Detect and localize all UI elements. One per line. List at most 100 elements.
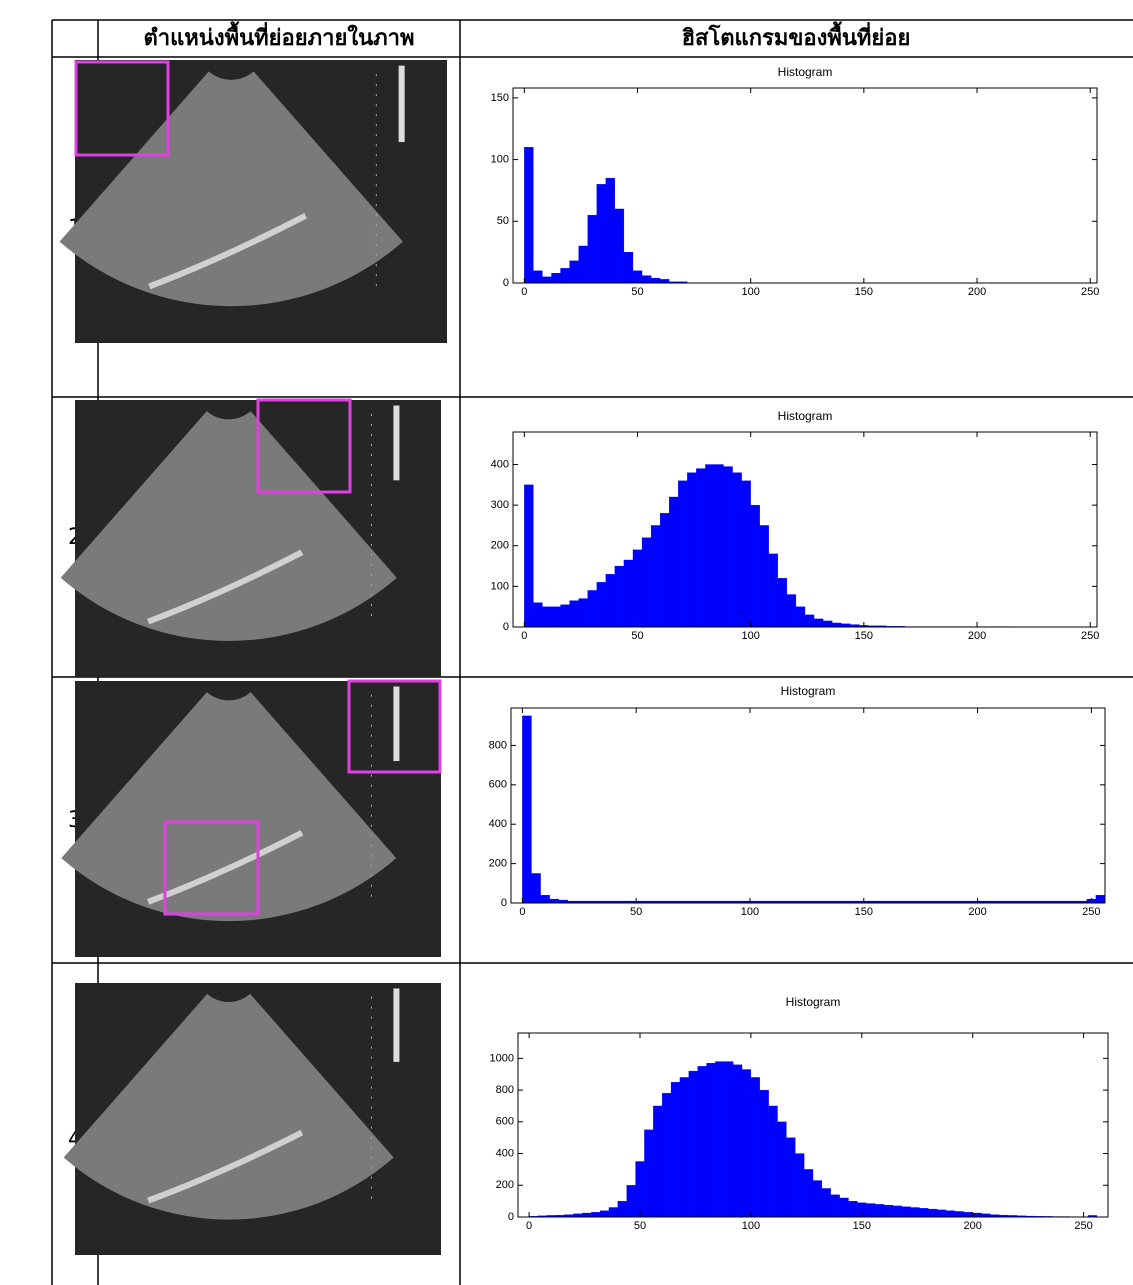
- bar: [945, 1210, 956, 1217]
- bar: [533, 270, 543, 283]
- y-tick-label: 50: [497, 215, 509, 227]
- bar: [617, 1200, 627, 1217]
- bar: [560, 604, 570, 627]
- scan-sector: [63, 993, 394, 1220]
- bar: [679, 1077, 689, 1217]
- bar: [741, 480, 751, 627]
- bar: [687, 472, 697, 627]
- bar: [972, 1212, 982, 1217]
- bar: [866, 1203, 876, 1217]
- plot-frame: [510, 707, 1106, 904]
- bar: [813, 618, 824, 627]
- depth-scale: [393, 405, 400, 481]
- bar: [540, 894, 550, 903]
- bars: [524, 147, 688, 283]
- y-tick-label: 200: [496, 1179, 514, 1191]
- y-tick-label: 400: [496, 1147, 514, 1159]
- chart-title: Histogram: [781, 684, 836, 698]
- bar: [569, 600, 579, 627]
- bar: [614, 208, 625, 283]
- bar: [910, 1207, 920, 1217]
- region-box: [74, 60, 170, 157]
- scan-sector: [59, 71, 403, 307]
- bar: [542, 276, 552, 283]
- ultrasound-image: [63, 820, 441, 1255]
- bar: [591, 1212, 601, 1217]
- depth-scale: [393, 686, 400, 762]
- bar: [937, 1209, 947, 1217]
- x-tick-label: 0: [526, 1220, 532, 1232]
- bar: [608, 1207, 618, 1217]
- ultrasound-image: [61, 679, 442, 957]
- bar: [795, 1153, 805, 1217]
- scan-sector: [61, 692, 397, 922]
- ultrasound-image: [59, 60, 447, 343]
- bar: [759, 1089, 769, 1217]
- bar: [732, 472, 742, 627]
- scan-sector: [60, 411, 397, 641]
- x-tick-label: 50: [631, 286, 643, 298]
- x-tick-label: 150: [855, 630, 873, 642]
- plot-frame: [512, 87, 1098, 284]
- bar: [715, 1061, 725, 1217]
- bar: [522, 715, 532, 903]
- bar: [812, 1180, 823, 1217]
- region-box: [163, 820, 260, 916]
- bar: [928, 1208, 938, 1217]
- bar: [626, 1185, 636, 1217]
- bars: [522, 715, 1105, 903]
- x-tick-label: 150: [855, 286, 873, 298]
- x-tick-label: 100: [742, 1220, 760, 1232]
- bar: [669, 496, 679, 627]
- y-tick-label: 0: [508, 1211, 514, 1223]
- ultrasound-image: [60, 398, 441, 677]
- x-tick-label: 150: [853, 1220, 871, 1232]
- bar: [531, 873, 541, 903]
- x-tick-label: 200: [968, 906, 986, 918]
- bar: [582, 1212, 592, 1217]
- y-tick-label: 600: [489, 779, 507, 791]
- x-tick-label: 250: [1081, 286, 1099, 298]
- bar: [549, 898, 559, 903]
- y-tick-label: 800: [496, 1084, 514, 1096]
- bar: [733, 1064, 743, 1217]
- depth-scale: [393, 988, 400, 1062]
- column-header: ตำแหน่งพื้นที่ย่อยภายในภาพ: [143, 21, 414, 51]
- y-tick-label: 0: [501, 897, 507, 909]
- bar: [587, 214, 597, 283]
- bar: [786, 1137, 796, 1217]
- y-tick-label: 1000: [490, 1052, 514, 1064]
- bar: [578, 598, 588, 627]
- bar: [524, 147, 534, 283]
- x-tick-label: 250: [1074, 1220, 1092, 1232]
- bar: [587, 590, 597, 627]
- x-tick-label: 100: [741, 906, 759, 918]
- bar: [1087, 1215, 1098, 1217]
- y-tick-label: 100: [491, 153, 509, 165]
- bar: [768, 553, 778, 627]
- liver-edge: [148, 212, 308, 290]
- bar: [688, 1070, 698, 1217]
- bar: [777, 578, 788, 627]
- bar: [632, 549, 643, 627]
- chart-title: Histogram: [786, 995, 841, 1009]
- bar: [653, 1105, 663, 1217]
- region-box: [256, 398, 352, 494]
- bar: [804, 614, 815, 627]
- bar: [822, 620, 833, 627]
- bar: [705, 464, 715, 627]
- bar: [542, 606, 552, 627]
- x-tick-label: 100: [741, 286, 759, 298]
- bar: [578, 245, 588, 283]
- bar: [919, 1208, 929, 1217]
- bar: [874, 1204, 885, 1217]
- bar: [839, 1197, 849, 1217]
- bar: [641, 537, 652, 627]
- bar: [659, 513, 670, 627]
- plot-frame: [512, 431, 1098, 628]
- x-tick-label: 50: [630, 906, 642, 918]
- bar: [892, 1205, 902, 1217]
- bars: [524, 464, 1014, 627]
- y-tick-label: 200: [491, 540, 509, 552]
- bar: [670, 1082, 681, 1217]
